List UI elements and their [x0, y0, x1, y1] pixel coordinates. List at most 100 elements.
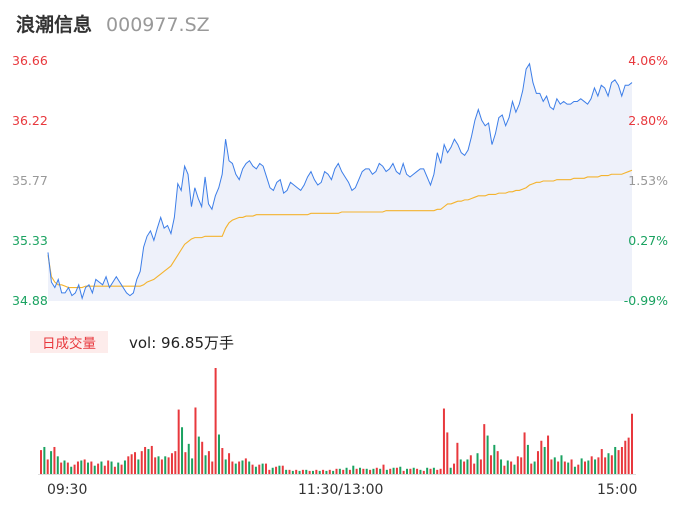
- average-price-line: [47, 169, 633, 289]
- time-label-close: 15:00: [597, 482, 638, 498]
- volume-bar: [288, 469, 291, 474]
- volume-bar: [419, 469, 422, 474]
- volume-bar: [379, 468, 382, 474]
- volume-bar: [620, 446, 623, 474]
- volume-bar: [389, 468, 392, 474]
- volume-bar: [318, 470, 321, 474]
- volume-bar: [422, 470, 425, 474]
- volume-bar: [60, 462, 63, 474]
- volume-bar: [399, 466, 402, 474]
- volume-bar: [268, 469, 271, 474]
- volume-bar: [463, 461, 466, 474]
- volume-bar: [496, 451, 499, 474]
- volume-bar: [627, 437, 630, 474]
- volume-bar: [594, 459, 597, 474]
- volume-bar: [264, 463, 267, 474]
- volume-bar: [127, 456, 130, 474]
- volume-bar: [489, 455, 492, 474]
- volume-bar: [234, 463, 237, 474]
- volume-bar: [567, 462, 570, 474]
- volume-bar: [436, 469, 439, 474]
- volume-bar: [281, 465, 284, 474]
- volume-bar: [607, 453, 610, 474]
- volume-bar: [147, 449, 150, 474]
- stock-name: 浪潮信息: [16, 14, 93, 36]
- volume-bar: [547, 435, 550, 474]
- volume-bar: [365, 468, 368, 474]
- volume-bar: [83, 459, 86, 474]
- volume-bar: [244, 458, 247, 474]
- volume-bar: [251, 464, 254, 474]
- volume-bar: [238, 461, 241, 474]
- volume-bar: [187, 443, 190, 474]
- volume-bar: [40, 450, 42, 474]
- volume-bar: [392, 467, 395, 474]
- volume-bar: [362, 468, 365, 474]
- volume-bar: [583, 461, 586, 474]
- volume-bar: [211, 461, 214, 474]
- volume-bar: [70, 466, 73, 474]
- volume-bar: [248, 461, 251, 474]
- volume-bar: [214, 368, 217, 474]
- volume-summary: vol: 96.85万手: [129, 334, 234, 352]
- volume-bar: [295, 469, 298, 474]
- volume-bar: [134, 452, 137, 474]
- volume-badge: 日成交量: [30, 331, 108, 353]
- left-axis-label-lower: 35.33: [12, 233, 48, 248]
- volume-bar: [395, 467, 398, 474]
- volume-bar: [359, 467, 362, 474]
- volume-bar: [80, 460, 83, 474]
- volume-bar: [520, 457, 523, 474]
- volume-bar: [577, 464, 580, 474]
- volume-bar: [285, 469, 288, 474]
- volume-bar: [184, 452, 187, 474]
- chart-header: 浪潮信息 000977.SZ: [16, 10, 210, 40]
- volume-bar: [375, 467, 378, 474]
- volume-bar: [449, 467, 452, 474]
- volume-bar: [275, 466, 278, 474]
- volume-bar: [345, 467, 348, 474]
- volume-bar: [416, 468, 419, 474]
- volume-bar: [446, 432, 449, 474]
- volume-bar: [385, 469, 388, 474]
- volume-bar: [204, 455, 207, 474]
- volume-bar: [315, 469, 318, 474]
- volume-bar: [174, 451, 177, 474]
- left-axis-label-bottom: 34.88: [12, 293, 48, 308]
- volume-bar: [181, 427, 184, 474]
- right-axis-label-middle: 1.53%: [628, 173, 668, 188]
- volume-bar: [604, 457, 607, 474]
- volume-bar: [573, 466, 576, 474]
- volume-bar: [150, 445, 153, 474]
- volume-bar: [291, 470, 294, 474]
- volume-bar: [553, 457, 556, 474]
- volume-bar: [429, 468, 432, 474]
- volume-bar: [631, 413, 633, 474]
- volume-bar: [536, 451, 539, 474]
- volume-bar: [110, 461, 113, 474]
- volume-bar: [352, 465, 355, 474]
- volume-bar: [107, 460, 110, 474]
- left-axis-label-top: 36.66: [12, 53, 48, 68]
- volume-bar: [113, 466, 116, 474]
- volume-bar: [191, 458, 194, 474]
- volume-bar: [442, 408, 445, 474]
- right-axis-label-lower: 0.27%: [628, 233, 668, 248]
- volume-bar: [130, 454, 133, 474]
- volume-bar: [348, 469, 351, 474]
- volume-bar: [453, 463, 456, 474]
- volume-bar: [117, 462, 120, 474]
- volume-bar: [466, 459, 469, 474]
- volume-bar: [258, 464, 261, 474]
- volume-bar: [550, 459, 553, 474]
- volume-bar: [73, 464, 76, 474]
- volume-bar: [597, 457, 600, 474]
- volume-bar: [506, 460, 509, 474]
- volume-bar: [332, 470, 335, 474]
- volume-bar: [355, 468, 358, 474]
- volume-bar: [479, 459, 482, 474]
- volume-bar: [530, 463, 533, 474]
- volume-bar: [459, 459, 462, 474]
- volume-bar: [241, 460, 244, 474]
- volume-bar: [617, 450, 620, 474]
